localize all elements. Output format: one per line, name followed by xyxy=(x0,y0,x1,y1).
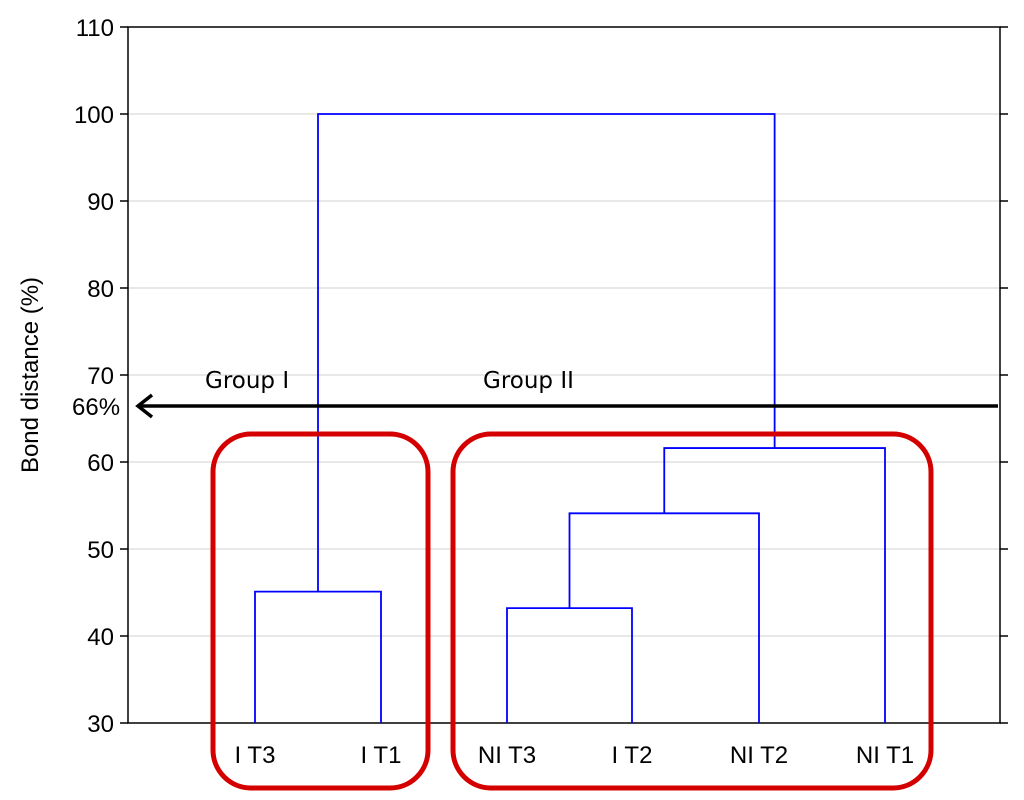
cut-arrowhead xyxy=(135,393,154,419)
merge-link xyxy=(506,607,633,723)
merge-link xyxy=(254,590,382,723)
dendrogram-tree xyxy=(254,113,886,723)
y-tick-label: 40 xyxy=(87,624,114,651)
group-label: Group I xyxy=(205,368,289,394)
y-tick-label: 50 xyxy=(87,537,114,564)
group-box xyxy=(450,431,934,791)
y-tick-label: 90 xyxy=(87,189,114,216)
merge-link xyxy=(317,113,776,592)
y-axis-label: Bond distance (%) xyxy=(17,277,44,473)
group-box xyxy=(210,431,431,791)
cut-line: 66% xyxy=(72,393,998,421)
merge-link xyxy=(568,512,760,723)
y-tick-label: 100 xyxy=(74,102,114,129)
leaf-label: I T2 xyxy=(612,742,653,769)
y-tick-label: 110 xyxy=(76,15,114,42)
grid-lines xyxy=(128,113,1000,637)
group-boxes xyxy=(210,431,934,791)
leaf-label: NI T2 xyxy=(730,742,788,769)
y-tick-label: 30 xyxy=(87,711,114,738)
group-label: Group II xyxy=(483,368,574,394)
leaf-label: I T1 xyxy=(361,742,402,769)
y-tick-label: 60 xyxy=(87,450,114,477)
y-tick-label: 70 xyxy=(87,363,114,390)
group-labels: Group I Group II xyxy=(205,368,574,394)
y-tick-label: 80 xyxy=(87,276,114,303)
merge-link xyxy=(663,447,886,723)
y-axis: 30 40 50 60 70 80 90 100 110 xyxy=(74,15,1008,738)
cut-line-label: 66% xyxy=(72,394,120,421)
leaf-label: I T3 xyxy=(235,742,276,769)
leaf-label: NI T3 xyxy=(478,742,536,769)
leaf-labels: I T3 I T1 NI T3 I T2 NI T2 NI T1 xyxy=(235,742,915,769)
leaf-label: NI T1 xyxy=(856,742,914,769)
